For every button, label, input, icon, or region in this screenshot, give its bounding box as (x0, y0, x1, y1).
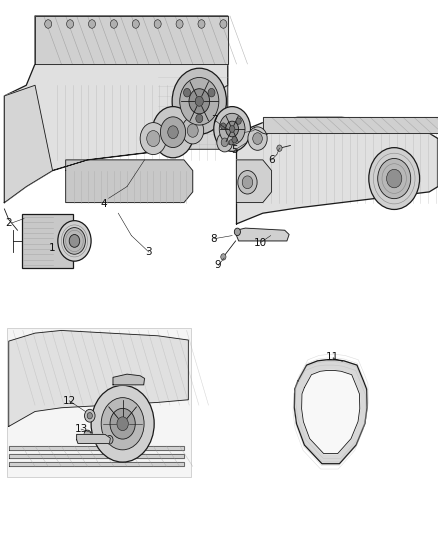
Polygon shape (113, 374, 145, 385)
Circle shape (196, 114, 203, 123)
Circle shape (238, 171, 257, 194)
Text: 13: 13 (74, 424, 88, 434)
Polygon shape (263, 117, 438, 133)
Text: 5: 5 (231, 146, 238, 155)
Polygon shape (9, 446, 184, 450)
Text: 11: 11 (326, 352, 339, 362)
Circle shape (187, 124, 198, 137)
Polygon shape (302, 370, 360, 454)
Circle shape (45, 20, 52, 28)
Circle shape (242, 176, 253, 189)
Circle shape (248, 127, 267, 150)
Text: 12: 12 (63, 396, 76, 406)
Circle shape (147, 131, 160, 147)
Circle shape (88, 20, 95, 28)
Text: 2: 2 (5, 218, 12, 228)
Polygon shape (9, 462, 184, 466)
Circle shape (87, 413, 92, 419)
Circle shape (229, 140, 233, 145)
Polygon shape (66, 160, 193, 203)
Circle shape (140, 123, 166, 155)
Circle shape (64, 228, 85, 254)
Text: 10: 10 (254, 238, 267, 247)
Text: 8: 8 (210, 234, 217, 244)
Bar (7, 328, 191, 477)
Circle shape (387, 169, 402, 188)
Polygon shape (9, 330, 188, 426)
Polygon shape (237, 228, 289, 241)
Circle shape (234, 228, 240, 236)
Circle shape (110, 408, 135, 439)
Circle shape (152, 107, 194, 158)
Circle shape (84, 430, 91, 439)
Circle shape (58, 221, 91, 261)
Polygon shape (237, 160, 272, 203)
Circle shape (217, 133, 233, 152)
Circle shape (232, 136, 237, 143)
Circle shape (198, 20, 205, 28)
Circle shape (106, 435, 113, 444)
Circle shape (369, 148, 420, 209)
Circle shape (132, 20, 139, 28)
Circle shape (176, 20, 183, 28)
Circle shape (189, 88, 210, 114)
Circle shape (221, 254, 226, 260)
Polygon shape (9, 454, 184, 458)
Circle shape (230, 126, 235, 132)
Text: 4: 4 (101, 199, 108, 208)
Circle shape (221, 138, 228, 147)
Circle shape (214, 107, 251, 151)
Circle shape (219, 114, 245, 144)
Circle shape (67, 20, 74, 28)
Circle shape (180, 77, 219, 125)
Circle shape (101, 398, 144, 450)
Polygon shape (4, 16, 228, 203)
Text: 9: 9 (215, 261, 222, 270)
Circle shape (220, 20, 227, 28)
Circle shape (184, 88, 191, 97)
Text: 6: 6 (268, 155, 275, 165)
Circle shape (91, 385, 154, 462)
Circle shape (253, 133, 262, 144)
Circle shape (221, 123, 226, 130)
Bar (22, 214, 73, 268)
Polygon shape (77, 434, 110, 443)
Circle shape (117, 417, 128, 431)
Circle shape (85, 409, 95, 422)
Circle shape (378, 158, 411, 199)
Circle shape (154, 20, 161, 28)
Circle shape (195, 96, 203, 106)
Circle shape (160, 117, 186, 148)
Circle shape (110, 20, 117, 28)
Circle shape (277, 145, 282, 151)
Polygon shape (294, 360, 367, 464)
Circle shape (236, 118, 241, 124)
Text: 1: 1 (48, 243, 55, 253)
Polygon shape (237, 117, 438, 224)
Circle shape (182, 117, 204, 144)
Polygon shape (4, 85, 228, 203)
Polygon shape (35, 16, 228, 64)
Circle shape (226, 121, 239, 137)
Text: 3: 3 (145, 247, 152, 257)
Circle shape (69, 235, 80, 247)
Text: 7: 7 (211, 115, 218, 125)
Circle shape (168, 126, 178, 139)
Circle shape (208, 88, 215, 97)
Circle shape (172, 68, 226, 134)
